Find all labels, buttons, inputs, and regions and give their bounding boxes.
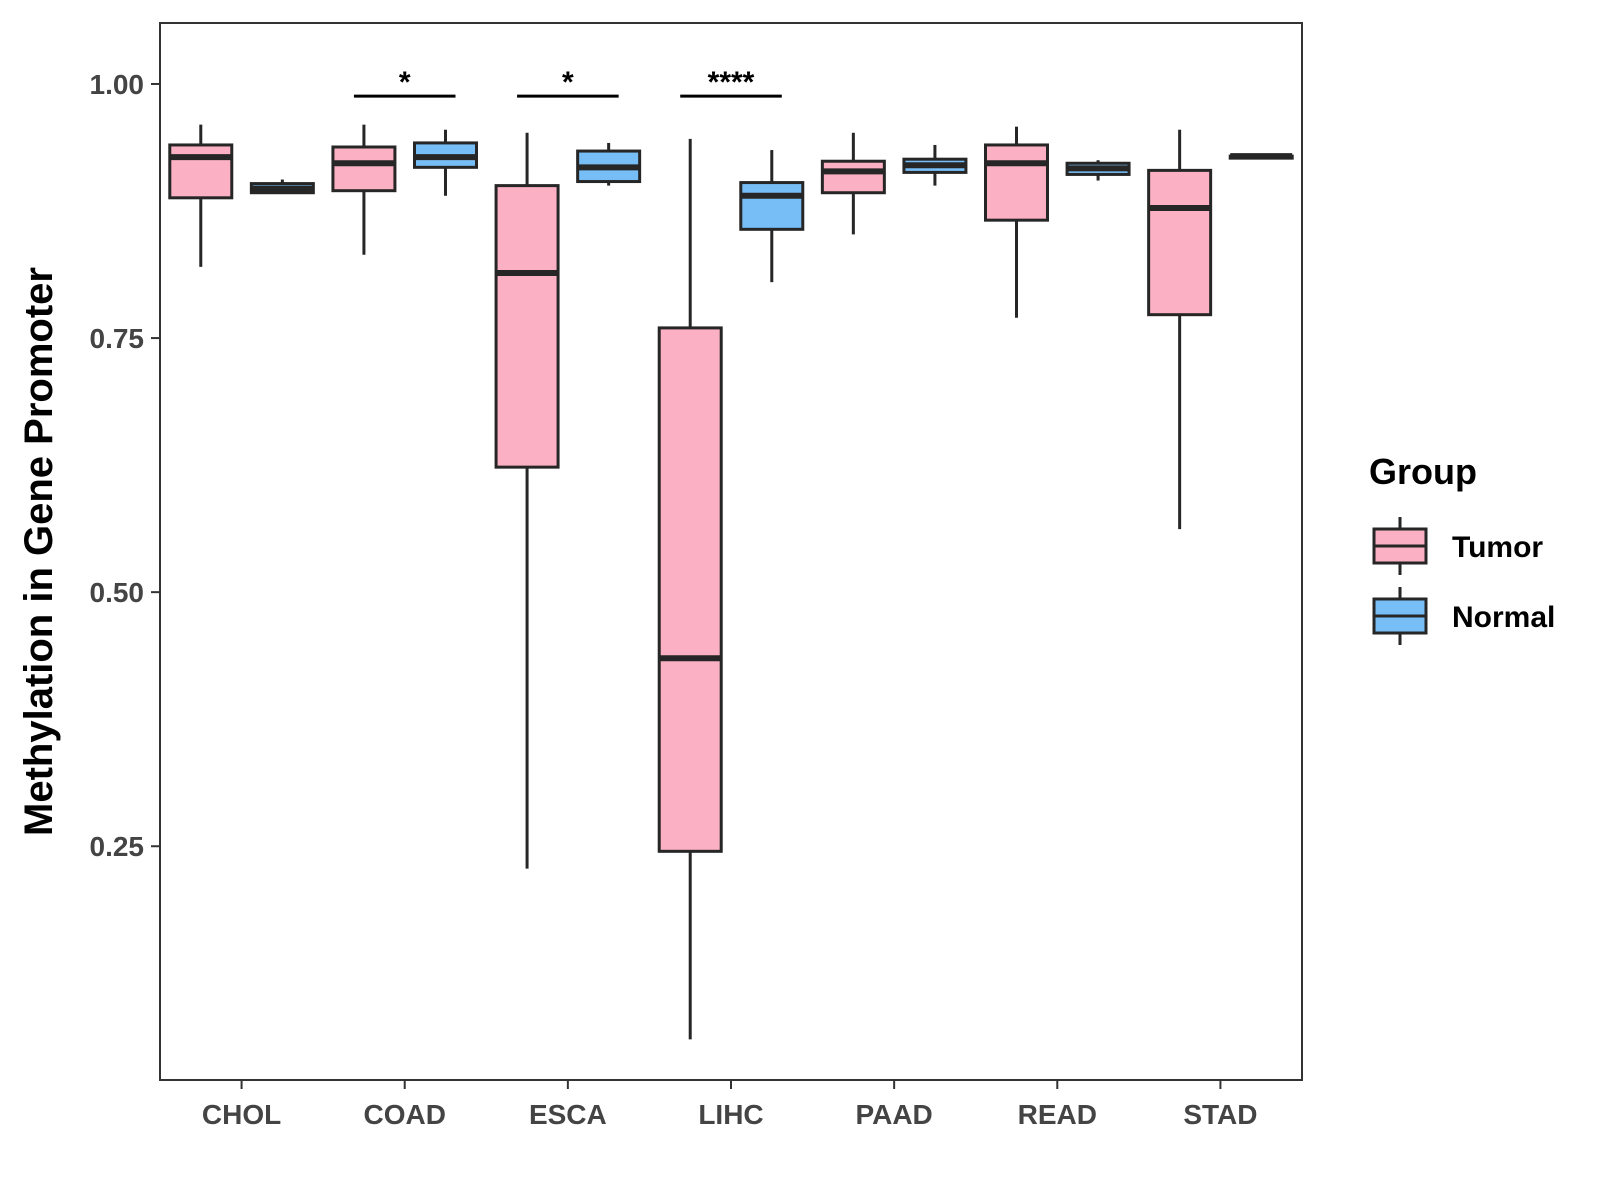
box-lihc-tumor [657,138,723,1040]
y-axis: 0.25 0.50 0.75 1.00 [90,69,160,862]
y-tick-label: 0.50 [90,577,145,608]
box-iqr [494,184,560,469]
box-coad-tumor [331,124,397,255]
box-read-normal [1065,160,1131,181]
legend-entry-tumor: Tumor [1372,517,1543,575]
box-iqr [820,159,886,195]
box-esca-normal [576,142,642,186]
box-chol-tumor [168,124,234,267]
box-iqr [739,181,805,231]
x-axis: CHOL COAD ESCA LIHC PAAD READ STAD [202,1080,1258,1130]
box-chol-normal [249,179,315,195]
box-iqr [168,143,234,200]
significance-esca: * [517,66,619,99]
x-tick-label: STAD [1183,1099,1257,1130]
box-paad-normal [902,144,968,186]
significance-label: **** [708,66,755,99]
significance-lihc: **** [680,66,782,99]
box-iqr [984,143,1049,222]
box-read-tumor [984,126,1049,318]
box-paad-tumor [820,132,886,235]
box-esca-tumor [494,132,560,869]
box-iqr [331,145,397,193]
significance-annotations: * * **** [353,66,782,99]
y-axis-title: Methylation in Gene Promoter [17,267,61,836]
y-tick-label: 1.00 [90,69,145,100]
significance-coad: * [353,66,456,99]
x-tick-label: ESCA [529,1099,607,1130]
legend-title: Group [1369,451,1477,492]
x-tick-label: LIHC [698,1099,763,1130]
legend-label: Tumor [1452,531,1543,564]
legend-label: Normal [1452,601,1555,634]
significance-label: * [562,66,574,99]
box-iqr [657,326,723,853]
x-tick-label: READ [1018,1099,1097,1130]
plot-panel-border [159,22,1303,1081]
legend: Group Tumor Normal [1369,451,1555,645]
x-tick-label: COAD [363,1099,445,1130]
legend-entry-normal: Normal [1372,587,1555,645]
x-tick-label: CHOL [202,1099,281,1130]
box-stad-normal [1228,153,1294,160]
boxes-layer [168,124,1294,1040]
box-iqr [1147,168,1213,317]
y-tick-label: 0.25 [90,831,145,862]
box-coad-normal [413,129,478,196]
y-tick-label: 0.75 [90,323,145,354]
box-stad-tumor [1147,129,1213,530]
significance-label: * [399,66,411,99]
box-lihc-normal [739,150,805,283]
x-tick-label: PAAD [856,1099,933,1130]
